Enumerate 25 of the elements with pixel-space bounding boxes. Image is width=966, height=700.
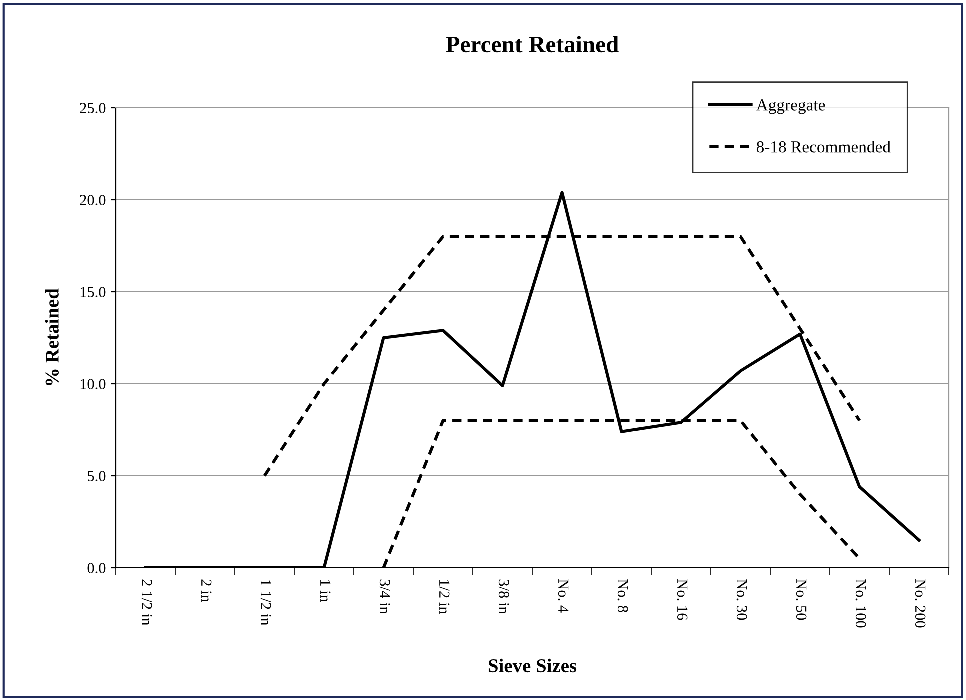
- x-tick-label: No. 30: [736, 580, 748, 620]
- y-tick-label: 10.0: [80, 379, 106, 390]
- x-tick-label: 2 in: [202, 580, 212, 602]
- x-tick-label: No. 4: [558, 580, 569, 613]
- x-tick-label: No. 8: [618, 580, 628, 612]
- x-axis-title: Sieve Sizes: [488, 658, 577, 673]
- x-tick-label: 1/2 in: [439, 580, 450, 614]
- y-tick-label: 20.0: [80, 195, 106, 206]
- x-tick-label: 3/4 in: [380, 580, 390, 614]
- y-axis-title: % Retained: [45, 288, 59, 386]
- legend-label: Aggregate: [756, 100, 826, 114]
- y-tick-label: 25.0: [80, 103, 106, 114]
- x-tick-label: No. 16: [677, 580, 688, 620]
- x-tick-label: 2 1/2 in: [142, 580, 152, 626]
- y-tick-label: 0.0: [88, 563, 106, 574]
- legend-label: 8-18 Recommended: [756, 141, 891, 153]
- x-tick-label: No. 100: [856, 580, 866, 628]
- y-tick-label: 5.0: [88, 471, 106, 482]
- x-tick-label: 1 1/2 in: [260, 580, 272, 626]
- chart-title: Percent Retained: [446, 36, 619, 53]
- x-tick-label: 1 in: [320, 580, 331, 602]
- x-tick-label: No. 50: [796, 580, 807, 620]
- y-tick-label: 15.0: [80, 287, 106, 298]
- x-tick-label: 3/8 in: [498, 580, 510, 614]
- x-tick-label: No. 200: [915, 580, 926, 628]
